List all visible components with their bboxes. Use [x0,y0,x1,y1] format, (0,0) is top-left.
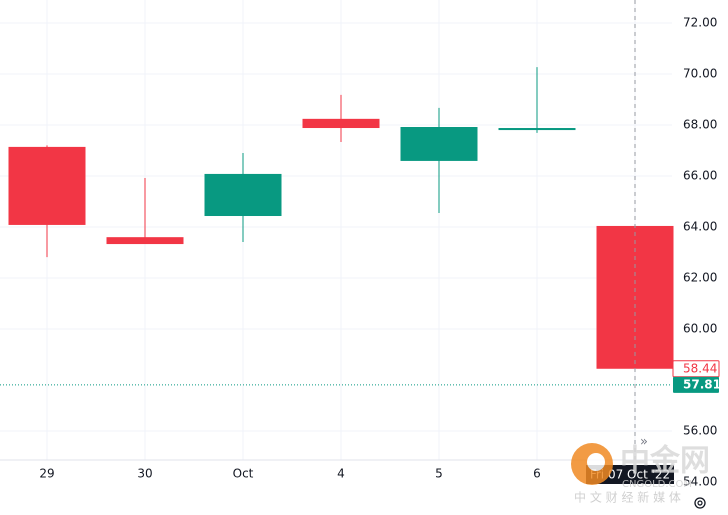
scroll-icon[interactable]: » [640,435,648,450]
x-tick-label: 5 [435,467,443,481]
marks [0,0,674,462]
y-tick-label: 66.00 [683,168,717,182]
price-label: 57.81 [683,377,721,391]
y-tick-label: 56.00 [683,423,717,437]
candle-body [8,146,86,225]
watermark: 中金网 CNGOLD.COM 中 文 财 经 新 媒 体 [571,443,710,505]
watermark-site: CNGOLD.COM [622,479,692,490]
candle-body [400,127,478,161]
watermark-logo-inner [587,453,605,471]
price-label-box [672,360,720,378]
x-tick-label: 6 [533,467,541,481]
price-label-box [673,376,719,393]
candle-body [498,128,576,131]
y-tick-label: 70.00 [683,66,717,80]
x-tick-label: 29 [39,467,54,481]
watermark-title: 中金网 [620,444,710,479]
candle-body [106,237,184,245]
y-tick-label: 72.00 [683,15,717,29]
y-tick-label: 64.00 [683,219,717,233]
x-tick-label: Oct [233,467,254,481]
watermark-slogan: 中 文 财 经 新 媒 体 [574,490,681,505]
y-tick-label: 54.00 [683,475,717,489]
y-tick-label: 68.00 [683,117,717,131]
x-tick-label: 4 [337,467,345,481]
settings-icon[interactable] [694,497,706,509]
y-tick-label: 62.00 [683,270,717,284]
y-tick-label: 60.00 [683,321,717,335]
candle-body [204,173,282,217]
x-tick-label: 30 [137,467,152,481]
candle-body [302,118,380,129]
price-label: 58.44 [683,361,717,375]
